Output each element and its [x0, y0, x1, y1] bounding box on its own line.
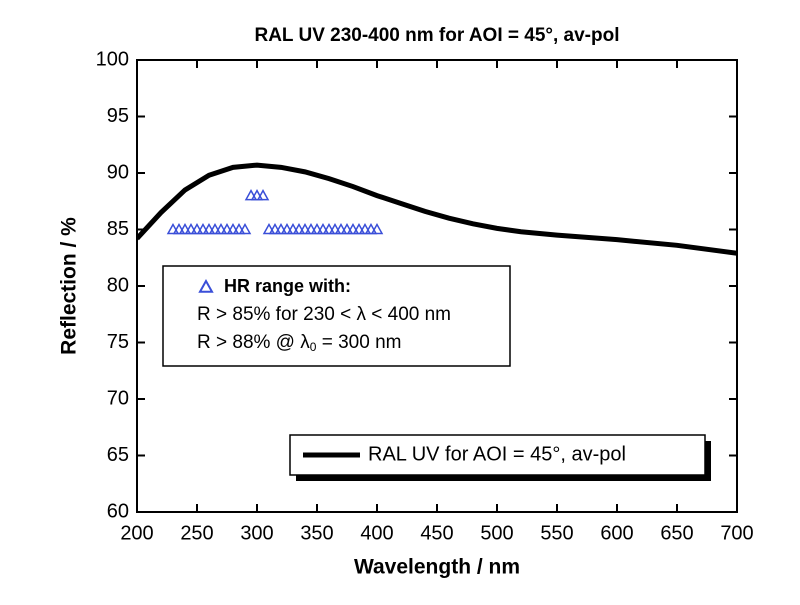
scatter-point [286, 222, 300, 235]
y-tick-label: 75 [107, 331, 129, 353]
annotation: R > 88% @ λ0 = 300 nm [197, 332, 401, 354]
scatter-point [184, 222, 198, 235]
scatter-point [340, 222, 354, 235]
scatter-point [316, 222, 330, 235]
x-tick-label: 600 [600, 522, 633, 544]
y-tick-label: 70 [107, 387, 129, 409]
x-tick-label: 350 [300, 522, 333, 544]
scatter-point [172, 222, 186, 235]
scatter-point [166, 222, 180, 235]
x-tick-label: 450 [420, 522, 453, 544]
scatter-point [310, 222, 324, 235]
x-tick-label: 700 [720, 522, 753, 544]
x-tick-label: 550 [540, 522, 573, 544]
y-tick-label: 80 [107, 274, 129, 296]
legend-box [162, 265, 511, 367]
y-tick-label: 65 [107, 444, 129, 466]
annotation-part: = 300 nm [316, 332, 401, 353]
scatter-point [232, 222, 246, 235]
y-tick-label: 100 [96, 48, 129, 70]
annotation-part: R > 85% for 230 < λ < 400 nm [197, 304, 451, 325]
scatter-point [178, 222, 192, 235]
x-tick-label: 650 [660, 522, 693, 544]
legend-label: HR range with: [224, 276, 351, 296]
series-line [137, 162, 737, 256]
scatter-point [370, 222, 384, 235]
scatter-point [274, 222, 288, 235]
annotation-part: 0 [310, 340, 317, 354]
x-tick-label: 400 [360, 522, 393, 544]
x-tick-label: 500 [480, 522, 513, 544]
scatter-point [190, 222, 204, 235]
scatter-point [214, 222, 228, 235]
scatter-point [364, 222, 378, 235]
scatter-point [202, 222, 216, 235]
scatter-point [208, 222, 222, 235]
scatter-point [304, 222, 318, 235]
scatter-point [244, 189, 258, 201]
x-axis-label: Wavelength / nm [354, 556, 520, 579]
scatter-point [346, 222, 360, 235]
scatter-point [256, 189, 270, 201]
scatter-point [292, 222, 306, 235]
scatter-point [196, 222, 210, 235]
legend-label: RAL UV for AOI = 45°, av-pol [368, 443, 626, 465]
scatter-point [220, 222, 234, 235]
chart-title: RAL UV 230-400 nm for AOI = 45°, av-pol [254, 25, 619, 46]
scatter-point [226, 222, 240, 235]
scatter-point [250, 189, 264, 201]
y-tick-label: 95 [107, 105, 129, 127]
x-tick-label: 250 [180, 522, 213, 544]
scatter-point [334, 222, 348, 235]
scatter-point [262, 222, 276, 235]
scatter-point [268, 222, 282, 235]
x-tick-label: 300 [240, 522, 273, 544]
x-tick-label: 200 [120, 522, 153, 544]
scatter-point [352, 222, 366, 235]
scatter-point [298, 222, 312, 235]
y-tick-label: 90 [107, 161, 129, 183]
annotation-part: R > 88% @ λ [197, 332, 310, 353]
scatter-point [358, 222, 372, 235]
y-tick-label: 85 [107, 218, 129, 240]
annotation: R > 85% for 230 < λ < 400 nm [197, 304, 451, 325]
scatter-point [238, 222, 252, 235]
y-axis-label: Reflection / % [58, 217, 81, 355]
scatter-point [280, 222, 294, 235]
legend-symbol [198, 278, 214, 293]
scatter-point [328, 222, 342, 235]
y-tick-label: 60 [107, 500, 129, 522]
scatter-point [322, 222, 336, 235]
